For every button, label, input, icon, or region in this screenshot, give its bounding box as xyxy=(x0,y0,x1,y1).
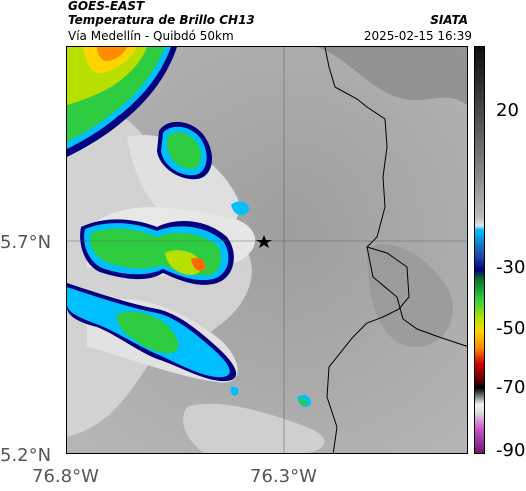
satellite-map xyxy=(66,46,468,454)
lat-tick-5-2: 5.2°N xyxy=(0,445,52,466)
lon-tick-76-8: 76.8°W xyxy=(32,466,99,487)
colorbar xyxy=(474,46,485,454)
colorbar-tick-minus-50: -50 xyxy=(496,318,526,339)
header-product: Temperatura de Brillo CH13 xyxy=(68,13,255,27)
lon-tick-76-3: 76.3°W xyxy=(250,466,317,487)
colorbar-gradient xyxy=(475,47,484,453)
header-satellite: GOES-EAST xyxy=(68,0,145,13)
location-marker-star-icon xyxy=(256,235,272,248)
cold-cloud-lower xyxy=(67,283,311,407)
colorbar-tick-minus-70: -70 xyxy=(496,377,526,398)
cold-cloud-topleft xyxy=(67,47,177,157)
header-brand: SIATA xyxy=(430,13,468,27)
colorbar-tick-minus-90: -90 xyxy=(496,440,526,461)
header-route: Vía Medellín - Quibdó 50km xyxy=(68,29,234,43)
cold-cloud-upper-small xyxy=(157,121,212,180)
borders xyxy=(324,47,467,453)
colorbar-tick-20: 20 xyxy=(496,100,519,121)
map-canvas xyxy=(67,47,467,453)
lat-tick-5-7: 5.7°N xyxy=(0,232,52,253)
cold-cloud-middle xyxy=(80,201,249,285)
header-timestamp: 2025-02-15 16:39 xyxy=(363,29,472,43)
colorbar-tick-minus-30: -30 xyxy=(496,257,526,278)
